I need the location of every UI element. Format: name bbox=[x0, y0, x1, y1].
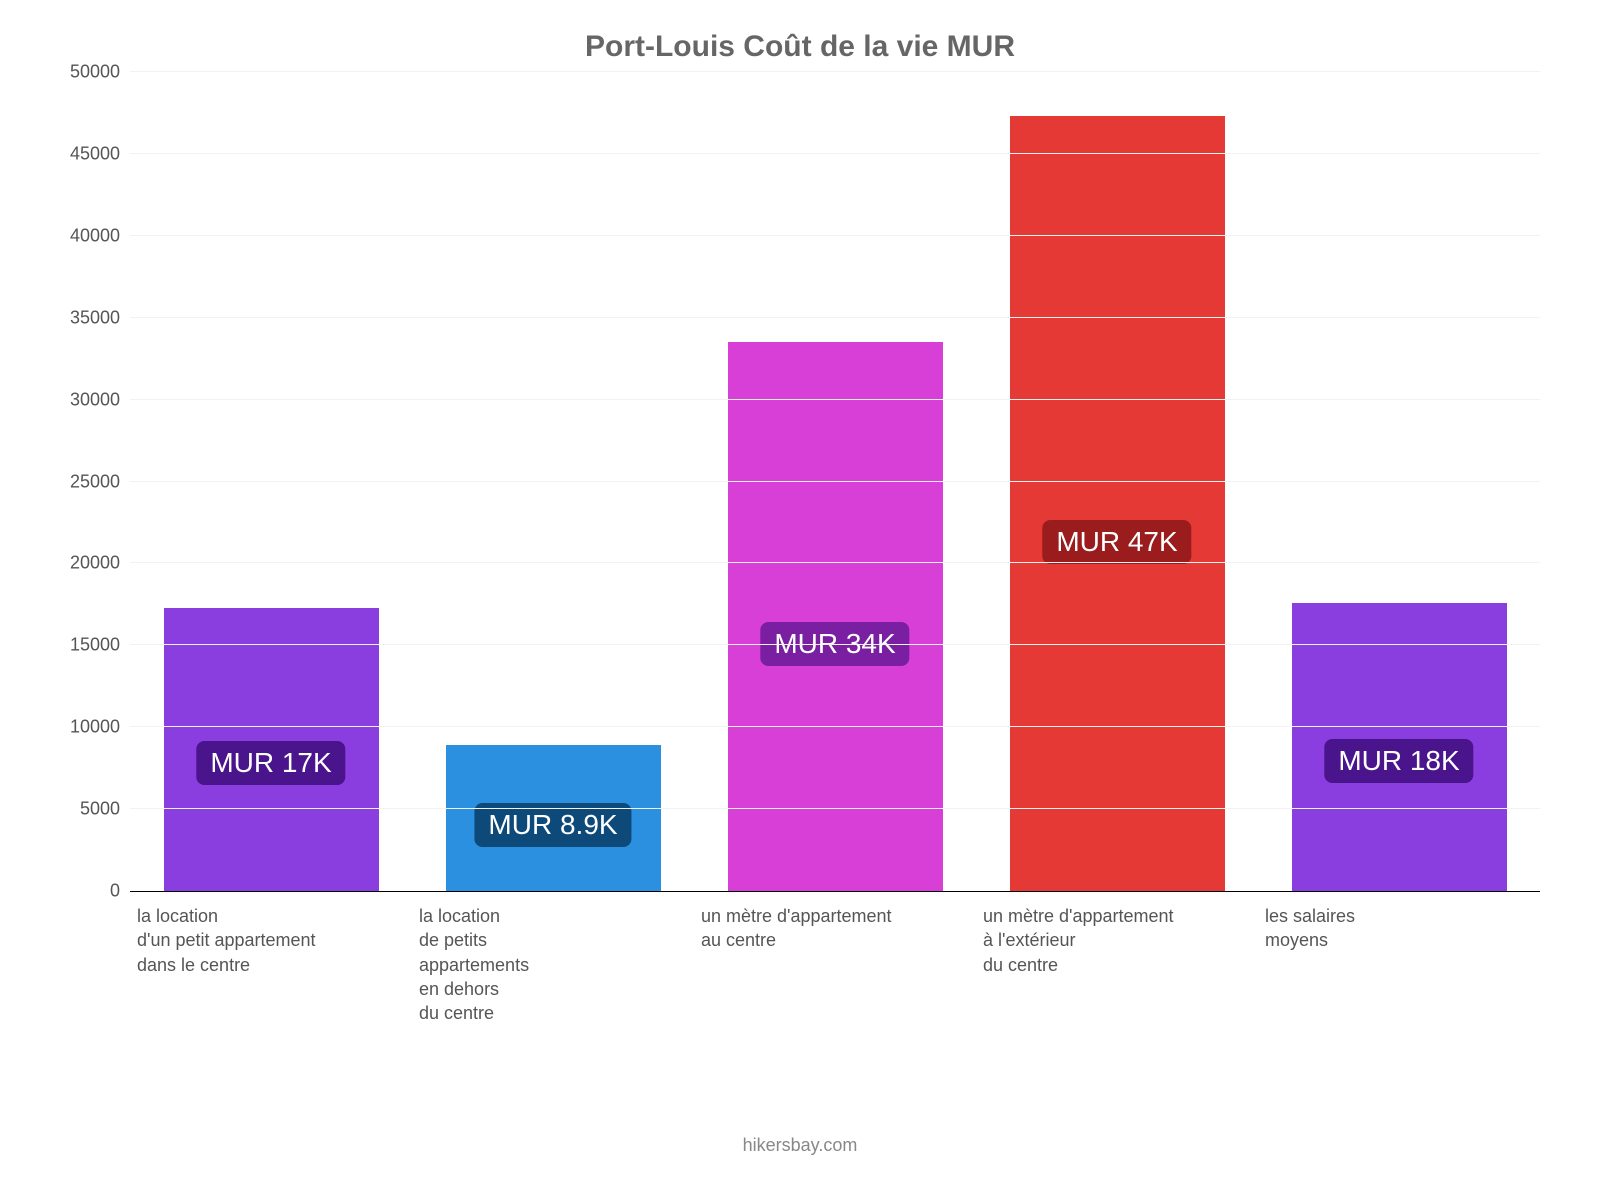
gridline bbox=[130, 71, 1540, 72]
gridline bbox=[130, 317, 1540, 318]
y-tick-label: 0 bbox=[40, 881, 120, 902]
x-tick-label: un mètre d'appartement à l'extérieur du … bbox=[977, 892, 1257, 1025]
y-tick-label: 20000 bbox=[40, 553, 120, 574]
gridline bbox=[130, 644, 1540, 645]
gridline bbox=[130, 562, 1540, 563]
gridline bbox=[130, 481, 1540, 482]
bar: MUR 18K bbox=[1292, 603, 1507, 891]
bar: MUR 8.9K bbox=[446, 745, 661, 891]
bar-slot: MUR 17K bbox=[131, 72, 411, 891]
y-tick-label: 25000 bbox=[40, 471, 120, 492]
bar-slot: MUR 34K bbox=[695, 72, 975, 891]
bars-row: MUR 17K MUR 8.9K MUR 34K MUR 47K MUR 18K bbox=[130, 72, 1540, 891]
gridline bbox=[130, 808, 1540, 809]
x-tick-label: un mètre d'appartement au centre bbox=[695, 892, 975, 1025]
y-tick-label: 10000 bbox=[40, 717, 120, 738]
chart-container: Port-Louis Coût de la vie MUR MUR 17KMUR… bbox=[0, 0, 1600, 1200]
x-axis-labels: la location d'un petit appartement dans … bbox=[130, 892, 1540, 1025]
gridline bbox=[130, 399, 1540, 400]
bar-value-badge: MUR 47K bbox=[1042, 520, 1191, 564]
bar: MUR 47K bbox=[1010, 116, 1225, 891]
y-tick-label: 30000 bbox=[40, 389, 120, 410]
y-tick-label: 50000 bbox=[40, 62, 120, 83]
credit-text: hikersbay.com bbox=[40, 1135, 1560, 1156]
bar-value-badge: MUR 17K bbox=[196, 741, 345, 785]
x-tick-label: la location de petits appartements en de… bbox=[413, 892, 693, 1025]
y-tick-label: 40000 bbox=[40, 225, 120, 246]
bar: MUR 17K bbox=[164, 608, 379, 891]
x-tick-label: les salaires moyens bbox=[1259, 892, 1539, 1025]
bar-slot: MUR 47K bbox=[977, 72, 1257, 891]
gridline bbox=[130, 153, 1540, 154]
chart-title: Port-Louis Coût de la vie MUR bbox=[40, 30, 1560, 64]
plot-area: MUR 17KMUR 8.9KMUR 34KMUR 47KMUR 18K 050… bbox=[130, 72, 1540, 892]
y-tick-label: 35000 bbox=[40, 307, 120, 328]
bar-slot: MUR 18K bbox=[1259, 72, 1539, 891]
y-tick-label: 5000 bbox=[40, 799, 120, 820]
bar-slot: MUR 8.9K bbox=[413, 72, 693, 891]
bar-value-badge: MUR 8.9K bbox=[474, 803, 631, 847]
x-tick-label: la location d'un petit appartement dans … bbox=[131, 892, 411, 1025]
gridline bbox=[130, 726, 1540, 727]
gridline bbox=[130, 235, 1540, 236]
y-tick-label: 15000 bbox=[40, 635, 120, 656]
bar-value-badge: MUR 18K bbox=[1324, 739, 1473, 783]
y-tick-label: 45000 bbox=[40, 143, 120, 164]
